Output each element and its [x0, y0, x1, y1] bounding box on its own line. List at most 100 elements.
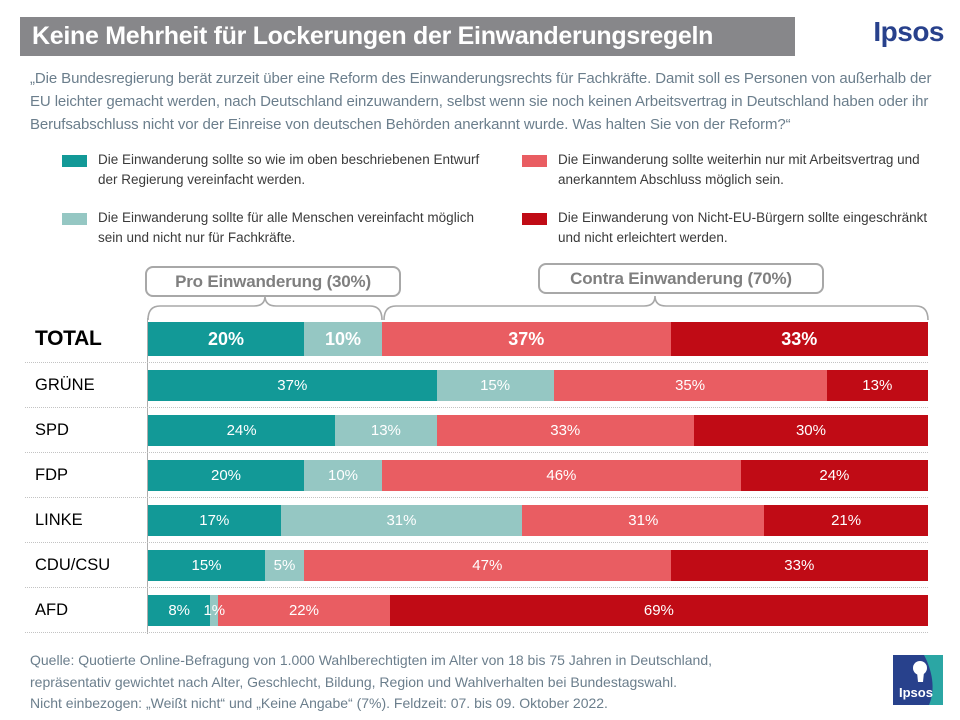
source-note: Quelle: Quotierte Online-Befragung von 1… [30, 650, 870, 715]
row-separator [25, 497, 928, 498]
chart-row: FDP 20% 10% 46% 24% [0, 460, 960, 491]
bar-segment: 10% [304, 460, 382, 491]
row-separator [25, 407, 928, 408]
legend-item: Die Einwanderung sollte so wie im oben b… [62, 150, 482, 191]
bar-segment: 33% [670, 322, 928, 356]
bar-value-label: 24% [226, 422, 257, 439]
chart-row: AFD 8% 1% 22% 69% [0, 595, 960, 626]
legend-item: Die Einwanderung sollte weiterhin nur mi… [522, 150, 942, 191]
bar-segment: 46% [382, 460, 741, 491]
bar-segment: 24% [148, 415, 336, 446]
bar-value-label: 1% [203, 602, 226, 619]
row-label: FDP [35, 466, 68, 484]
row-label: GRÜNE [35, 376, 95, 394]
bar-segment: 33% [436, 415, 694, 446]
bar-segment: 1% [203, 595, 225, 626]
stacked-bar: 37% 15% 35% 13% [148, 370, 928, 401]
stacked-bar: 20% 10% 37% 33% [148, 322, 928, 356]
bar-value-label: 37% [277, 377, 308, 394]
bar-value-label: 13% [862, 377, 893, 394]
ipsos-logo-text: Ipsos [899, 685, 933, 700]
bar-segment: 15% [436, 370, 554, 401]
legend-label: Die Einwanderung sollte für alle Mensche… [98, 209, 474, 245]
group-label-contra: Contra Einwanderung (70%) [538, 263, 824, 294]
bar-value-label: 69% [643, 602, 674, 619]
ipsos-logo-teal-wedge [924, 655, 943, 705]
bar-segment: 17% [148, 505, 281, 536]
bar-value-label: 20% [207, 328, 245, 349]
bar-segment: 37% [148, 370, 437, 401]
bar-value-label: 33% [784, 557, 815, 574]
bar-segment: 5% [265, 550, 304, 581]
contra-brace [383, 295, 929, 321]
bar-segment: 47% [304, 550, 671, 581]
chart-row: LINKE 17% 31% 31% 21% [0, 505, 960, 536]
source-line-3: Nicht einbezogen: „Weißt nicht“ und „Kei… [30, 695, 608, 712]
chart-row: CDU/CSU 15% 5% 47% 33% [0, 550, 960, 581]
legend-col-left: Die Einwanderung sollte so wie im oben b… [62, 150, 482, 248]
legend-item: Die Einwanderung sollte für alle Mensche… [62, 208, 482, 249]
bar-value-label: 17% [199, 512, 230, 529]
bar-segment: 20% [148, 460, 304, 491]
bar-segment: 31% [522, 505, 765, 536]
stacked-bar: 17% 31% 31% 21% [148, 505, 928, 536]
bar-segment: 37% [382, 322, 671, 356]
pro-brace [147, 295, 383, 321]
bar-value-label: 31% [386, 512, 417, 529]
bar-segment: 69% [389, 595, 928, 626]
row-label: CDU/CSU [35, 556, 111, 574]
bar-segment: 13% [335, 415, 437, 446]
row-label: TOTAL [35, 327, 102, 350]
bar-value-label: 31% [628, 512, 659, 529]
bar-segment: 35% [553, 370, 827, 401]
legend-label: Die Einwanderung von Nicht-EU-Bürgern so… [558, 209, 928, 245]
ipsos-logo-head-neck [917, 672, 924, 682]
bar-value-label: 20% [210, 467, 242, 484]
bar-value-label: 10% [327, 467, 359, 484]
bar-segment: 13% [826, 370, 928, 401]
legend-swatch-icon [522, 212, 547, 225]
bar-segment: 8% [148, 595, 211, 626]
legend-swatch-icon [62, 212, 87, 225]
bar-value-label: 21% [831, 512, 862, 529]
stacked-bar: 8% 1% 22% 69% [148, 595, 928, 626]
chart-row: TOTAL 20% 10% 37% 33% [0, 322, 960, 356]
legend-item: Die Einwanderung von Nicht-EU-Bürgern so… [522, 208, 942, 249]
bar-segment: 31% [280, 505, 523, 536]
bar-value-label: 33% [550, 422, 581, 439]
bar-segment: 33% [670, 550, 928, 581]
source-line-1: Quelle: Quotierte Online-Befragung von 1… [30, 652, 712, 668]
legend-swatch-icon [62, 155, 87, 167]
ipsos-logo-head-icon [913, 661, 927, 675]
row-separator [25, 452, 928, 453]
bar-value-label: 46% [546, 467, 577, 484]
row-separator [25, 632, 928, 633]
bar-value-label: 5% [273, 557, 296, 574]
bar-segment: 30% [693, 415, 928, 446]
row-separator [25, 362, 928, 363]
bar-segment: 15% [148, 550, 265, 581]
group-braces [147, 295, 929, 321]
bar-value-label: 22% [288, 602, 319, 619]
stacked-bar: 24% 13% 33% 30% [148, 415, 928, 446]
bar-segment: 22% [218, 595, 390, 626]
bar-value-label: 15% [191, 557, 222, 574]
row-separator [25, 542, 928, 543]
bar-value-label: 37% [508, 328, 545, 349]
bar-segment: 10% [304, 322, 382, 356]
bar-value-label: 24% [819, 467, 850, 484]
bar-segment: 21% [764, 505, 928, 536]
bar-segment: 24% [740, 460, 928, 491]
group-label-pro: Pro Einwanderung (30%) [145, 266, 401, 297]
row-label: LINKE [35, 511, 83, 529]
chart-row: SPD 24% 13% 33% 30% [0, 415, 960, 446]
bar-value-label: 30% [795, 422, 826, 439]
row-label: AFD [35, 601, 68, 619]
legend-swatch-icon [522, 155, 547, 167]
ipsos-logo: Ipsos [893, 655, 943, 705]
bar-value-label: 10% [324, 328, 362, 349]
bar-value-label: 8% [168, 602, 191, 619]
source-line-2: repräsentativ gewichtet nach Alter, Gesc… [30, 673, 677, 690]
legend-col-right: Die Einwanderung sollte weiterhin nur mi… [522, 150, 942, 248]
